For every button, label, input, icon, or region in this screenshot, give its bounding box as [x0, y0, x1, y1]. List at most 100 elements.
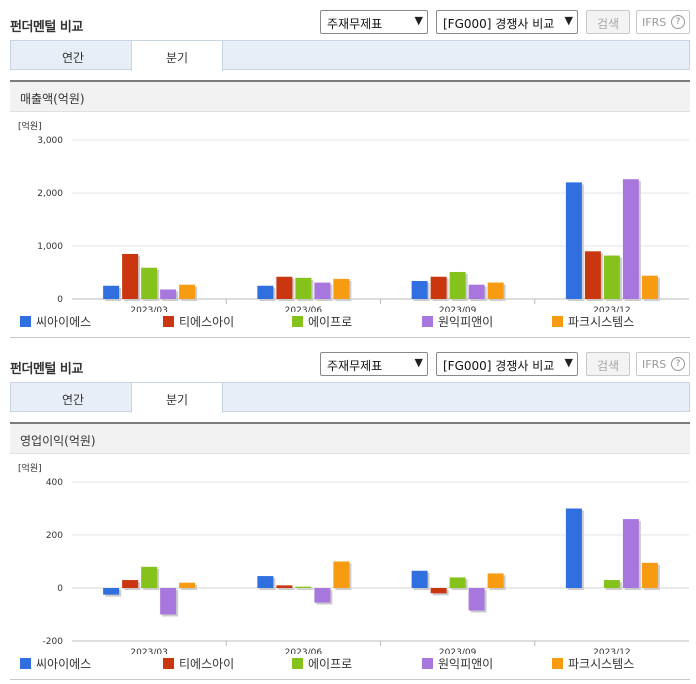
legend-item[interactable]: 원익피앤이 [422, 655, 493, 672]
legend-label: 파크시스템스 [568, 657, 635, 671]
bar-4 [622, 519, 639, 588]
bar-2 [122, 580, 139, 588]
legend-item[interactable]: 원익피앤이 [422, 313, 493, 330]
legend-label: 원익피앤이 [438, 657, 494, 671]
legend-swatch [422, 316, 433, 327]
chart-header: 영업이익(억원) [10, 424, 690, 454]
y-tick-label: 400 [46, 478, 63, 488]
tab-annual[interactable]: 연간 [61, 51, 85, 65]
legend-swatch [292, 658, 303, 669]
legend-label: 원익피앤이 [438, 315, 494, 329]
statement-type-select[interactable]: 주재무제표 ▼ [320, 352, 428, 376]
bar-1 [565, 182, 582, 299]
legend-item[interactable]: 씨아이에스 [20, 313, 91, 330]
statement-type-value: 주재무제표 [327, 359, 383, 373]
legend-label: 에이프로 [308, 657, 353, 671]
bar-4 [160, 588, 177, 615]
comparison-group-select[interactable]: [FG000] 경쟁사 비교 ▼ [436, 352, 578, 376]
legend-label: 티에스아이 [179, 315, 235, 329]
legend-item[interactable]: 파크시스템스 [552, 313, 634, 330]
bar-4 [314, 282, 331, 299]
x-tick-label: 2023/06 [285, 306, 323, 312]
bar-4 [160, 289, 177, 299]
period-tabs: 연간 분기 [10, 40, 690, 71]
x-tick-label: 2023/03 [130, 648, 167, 654]
legend-swatch [422, 658, 433, 669]
panel-title: 펀더멘털 비교 [10, 20, 83, 35]
chart-legend: 씨아이에스 티에스아이 에이프로 원익피앤이 파크시스템스 [20, 655, 680, 673]
panel-header: 펀더멘털 비교 주재무제표 ▼ [FG000] 경쟁사 비교 ▼ 검색 IFRS… [10, 10, 690, 36]
bar-5 [487, 282, 504, 299]
bar-1 [411, 570, 428, 588]
x-tick-label: 2023/09 [439, 648, 477, 654]
bar-3 [295, 586, 312, 588]
search-button[interactable]: 검색 [586, 10, 630, 34]
bar-4 [314, 588, 331, 603]
bar-1 [565, 508, 582, 588]
y-tick-label: 0 [57, 295, 63, 305]
x-tick-label: 2023/09 [439, 306, 477, 312]
comparison-group-value: [FG000] 경쟁사 비교 [443, 17, 555, 31]
statement-type-value: 주재무제표 [327, 17, 383, 31]
comparison-group-select[interactable]: [FG000] 경쟁사 비교 ▼ [436, 10, 578, 34]
legend-item[interactable]: 티에스아이 [163, 655, 234, 672]
panel-title: 펀더멘털 비교 [10, 362, 83, 377]
bar-1 [257, 576, 274, 588]
bar-2 [122, 253, 139, 299]
legend-item[interactable]: 티에스아이 [163, 313, 234, 330]
bar-5 [641, 275, 658, 299]
unit-label: [억원] [18, 462, 42, 474]
tab-quarterly[interactable]: 분기 [131, 383, 223, 413]
bar-5 [179, 284, 196, 299]
legend-item[interactable]: 에이프로 [292, 655, 352, 672]
legend-item[interactable]: 파크시스템스 [552, 655, 634, 672]
statement-type-select[interactable]: 주재무제표 ▼ [320, 10, 428, 34]
chart-container: 영업이익(억원) [억원] -200 0 200 400 2023/03 2023/06 20… [10, 422, 690, 680]
x-tick-label: 2023/03 [130, 306, 167, 312]
y-tick-label: 0 [57, 584, 63, 594]
bar-1 [411, 280, 428, 299]
question-icon: ? [671, 357, 685, 371]
legend-item[interactable]: 씨아이에스 [20, 655, 91, 672]
ifrs-label: IFRS [642, 358, 667, 371]
legend-swatch [163, 658, 174, 669]
bar-3 [449, 577, 466, 588]
comparison-group-value: [FG000] 경쟁사 비교 [443, 359, 555, 373]
legend-swatch [552, 316, 563, 327]
divider [10, 337, 690, 338]
fundamental-panel-revenue: 펀더멘털 비교 주재무제표 ▼ [FG000] 경쟁사 비교 ▼ 검색 IFRS… [10, 10, 690, 338]
tab-quarterly[interactable]: 분기 [131, 41, 223, 71]
legend-swatch [20, 658, 31, 669]
operating-income-bar-chart: [억원] -200 0 200 400 2023/03 2023/06 2023/09 2023… [18, 462, 689, 654]
legend-swatch [292, 316, 303, 327]
search-button[interactable]: 검색 [586, 352, 630, 376]
y-tick-label: 2,000 [37, 189, 63, 199]
bar-1 [103, 588, 120, 595]
y-tick-label: -200 [43, 637, 64, 647]
unit-label: [억원] [18, 120, 42, 132]
bar-1 [103, 285, 120, 299]
bar-2 [584, 251, 601, 299]
x-tick-label: 2023/06 [285, 648, 323, 654]
bar-3 [603, 255, 620, 299]
legend-item[interactable]: 에이프로 [292, 313, 352, 330]
bar-3 [603, 580, 620, 588]
bar-4 [468, 588, 485, 611]
bar-5 [487, 573, 504, 588]
fundamental-panel-operating-income: 펀더멘털 비교 주재무제표 ▼ [FG000] 경쟁사 비교 ▼ 검색 IFRS… [0, 342, 696, 684]
ifrs-help-button[interactable]: IFRS ? [636, 352, 690, 376]
bar-3 [141, 566, 158, 588]
bar-2 [430, 276, 447, 299]
legend-label: 에이프로 [308, 315, 353, 329]
question-icon: ? [671, 15, 685, 29]
ifrs-help-button[interactable]: IFRS ? [636, 10, 690, 34]
tab-annual[interactable]: 연간 [61, 393, 85, 407]
bar-shadow [278, 587, 295, 590]
bar-5 [641, 562, 658, 588]
chevron-down-icon: ▼ [564, 356, 573, 369]
bar-4 [468, 284, 485, 299]
bar-5 [179, 582, 196, 588]
bar-2 [430, 588, 447, 594]
legend-label: 씨아이에스 [36, 657, 92, 671]
chart-header: 매출액(억원) [10, 82, 690, 112]
